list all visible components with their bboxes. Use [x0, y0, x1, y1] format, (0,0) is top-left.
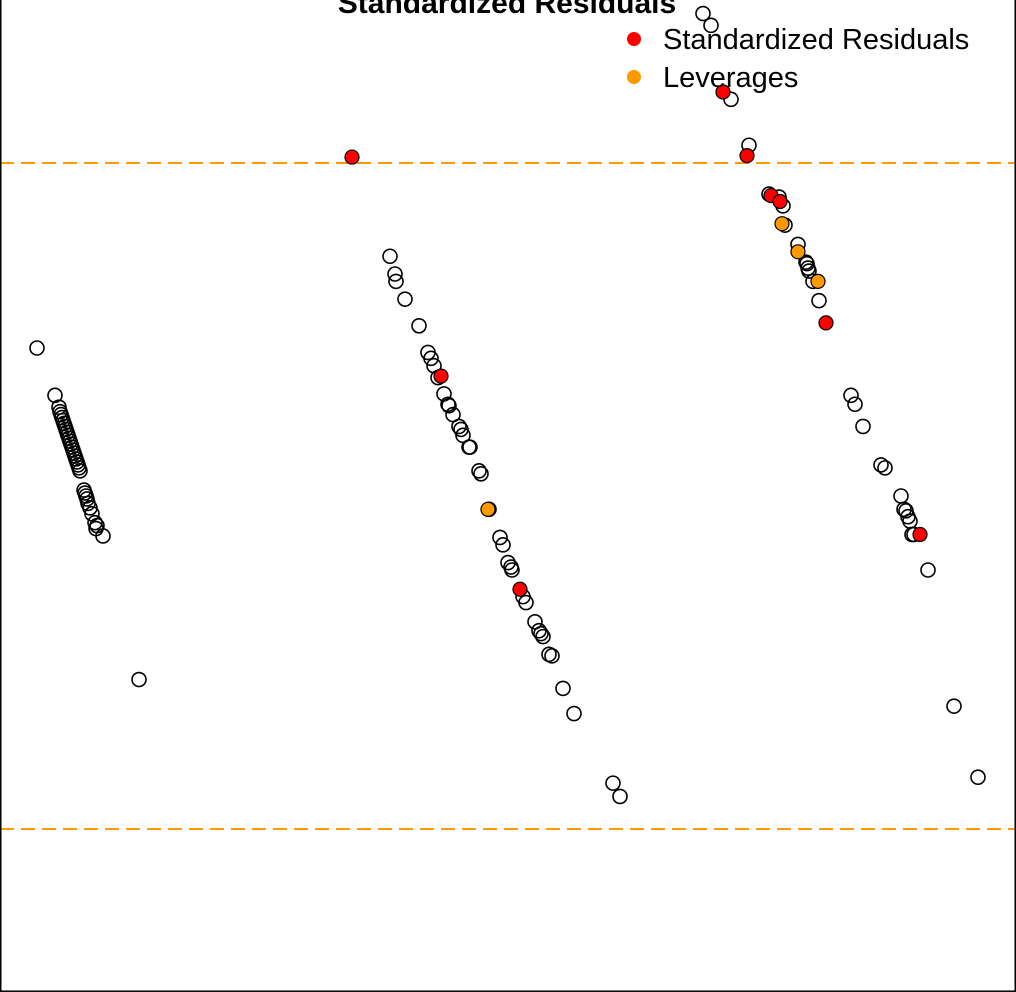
data-point-37	[382, 248, 398, 265]
legend-label-1: Standardized Residuals	[663, 24, 969, 56]
data-point-95	[893, 488, 909, 504]
data-point-39	[388, 273, 404, 290]
leverage-point-1	[480, 501, 496, 517]
data-point-87	[801, 263, 817, 279]
legend-marker-1	[627, 32, 641, 46]
data-point-58	[492, 529, 508, 546]
data-point-55	[471, 463, 487, 479]
data-point-54	[462, 439, 478, 455]
data-point-89	[811, 292, 827, 309]
residual-point-8	[818, 315, 834, 331]
data-point-40	[397, 291, 413, 307]
data-point-92	[855, 418, 871, 435]
leverage-point-4	[810, 273, 826, 289]
data-point-73	[605, 775, 621, 791]
chart-title: Standardized Residuals	[338, 0, 676, 20]
data-point-76	[703, 17, 719, 34]
legend-label-2: Leverages	[663, 62, 798, 94]
leverage-point-2	[774, 216, 790, 232]
data-point-43	[423, 350, 439, 367]
data-point-91	[847, 396, 863, 413]
data-point-60	[500, 554, 516, 571]
residual-point-9	[912, 526, 928, 543]
data-point-72	[566, 705, 582, 722]
data-point-74	[612, 788, 628, 805]
data-point-1	[29, 340, 45, 356]
data-point-32	[87, 514, 103, 531]
legend: Standardized Residuals Leverages	[627, 24, 969, 94]
data-point-59	[495, 537, 511, 553]
data-point-103	[946, 698, 962, 714]
data-point-75	[695, 5, 711, 22]
data-point-48	[441, 397, 457, 414]
data-point-71	[555, 680, 571, 697]
data-point-102	[920, 562, 936, 578]
data-point-56	[473, 465, 489, 482]
data-point-47	[440, 396, 456, 413]
leverage-point-3	[790, 244, 806, 260]
data-point-94	[877, 460, 893, 476]
residual-point-4	[715, 84, 731, 100]
data-point-62	[504, 562, 520, 578]
data-point-93	[873, 457, 889, 473]
reference-lines	[0, 162, 1016, 830]
data-point-67	[533, 625, 549, 642]
data-point-64	[518, 594, 534, 611]
data-point-35	[95, 528, 111, 544]
residual-point-1	[344, 149, 360, 165]
data-point-41	[411, 317, 427, 334]
legend-marker-2	[627, 70, 641, 84]
residual-point-2	[433, 368, 449, 384]
data-point-38	[387, 266, 403, 282]
data-point-104	[970, 769, 986, 786]
data-point-50	[451, 418, 467, 435]
data-point-70	[544, 648, 560, 664]
data-points	[29, 5, 986, 805]
residual-point-5	[739, 148, 755, 164]
data-point-68	[535, 628, 551, 645]
residual-point-7	[772, 193, 788, 210]
data-point-24	[72, 463, 88, 479]
residual-point-3	[512, 581, 528, 597]
data-point-36	[131, 671, 147, 688]
data-point-90	[843, 387, 859, 404]
